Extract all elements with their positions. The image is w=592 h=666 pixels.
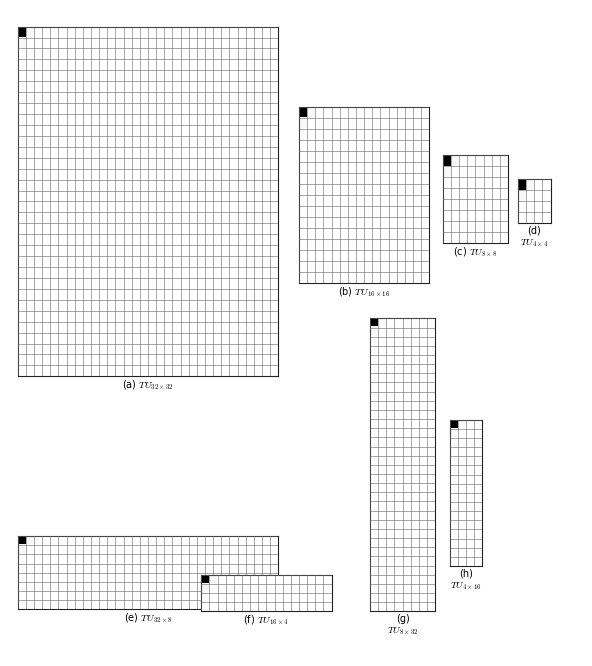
X-axis label: (d)
$TU_{4\times4}$: (d) $TU_{4\times4}$: [520, 226, 549, 249]
X-axis label: (c) $TU_{8\times8}$: (c) $TU_{8\times8}$: [453, 246, 498, 259]
X-axis label: (a) $TU_{32\times32}$: (a) $TU_{32\times32}$: [122, 379, 174, 392]
X-axis label: (h)
$TU_{4\times16}$: (h) $TU_{4\times16}$: [451, 569, 482, 592]
X-axis label: (e) $TU_{32\times8}$: (e) $TU_{32\times8}$: [124, 612, 172, 625]
X-axis label: (g)
$TU_{8\times32}$: (g) $TU_{8\times32}$: [387, 614, 419, 637]
X-axis label: (f) $TU_{16\times4}$: (f) $TU_{16\times4}$: [243, 614, 289, 627]
X-axis label: (b) $TU_{16\times16}$: (b) $TU_{16\times16}$: [338, 286, 390, 299]
